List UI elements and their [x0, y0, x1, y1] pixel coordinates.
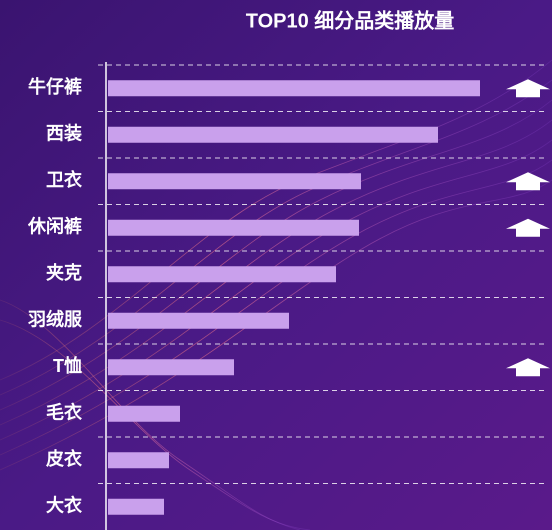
bar [108, 452, 169, 469]
bar [108, 405, 180, 422]
bar [108, 173, 361, 190]
y-tick-label: 羽绒服 [28, 309, 83, 330]
y-tick-label: 夹克 [46, 262, 82, 283]
up-arrow [506, 172, 550, 191]
up-arrow [506, 358, 550, 377]
bar [108, 219, 359, 236]
chart-title: TOP10 细分品类播放量 [246, 8, 455, 32]
bar [108, 266, 336, 283]
y-tick-label: 牛仔裤 [28, 76, 82, 97]
y-tick-label: T恤 [53, 355, 82, 376]
up-arrow [506, 79, 550, 98]
y-tick-label: 大衣 [46, 495, 82, 516]
bar [108, 126, 438, 143]
bar [108, 80, 480, 97]
y-tick-label: 西装 [46, 123, 82, 144]
y-tick-label: 休闲裤 [27, 216, 82, 237]
bar [108, 312, 289, 329]
y-tick-label: 皮衣 [46, 448, 82, 469]
y-tick-label: 卫衣 [46, 169, 82, 190]
y-tick-label: 毛衣 [46, 402, 82, 423]
bar [108, 359, 234, 376]
up-arrow [506, 218, 550, 237]
bar [108, 498, 164, 515]
